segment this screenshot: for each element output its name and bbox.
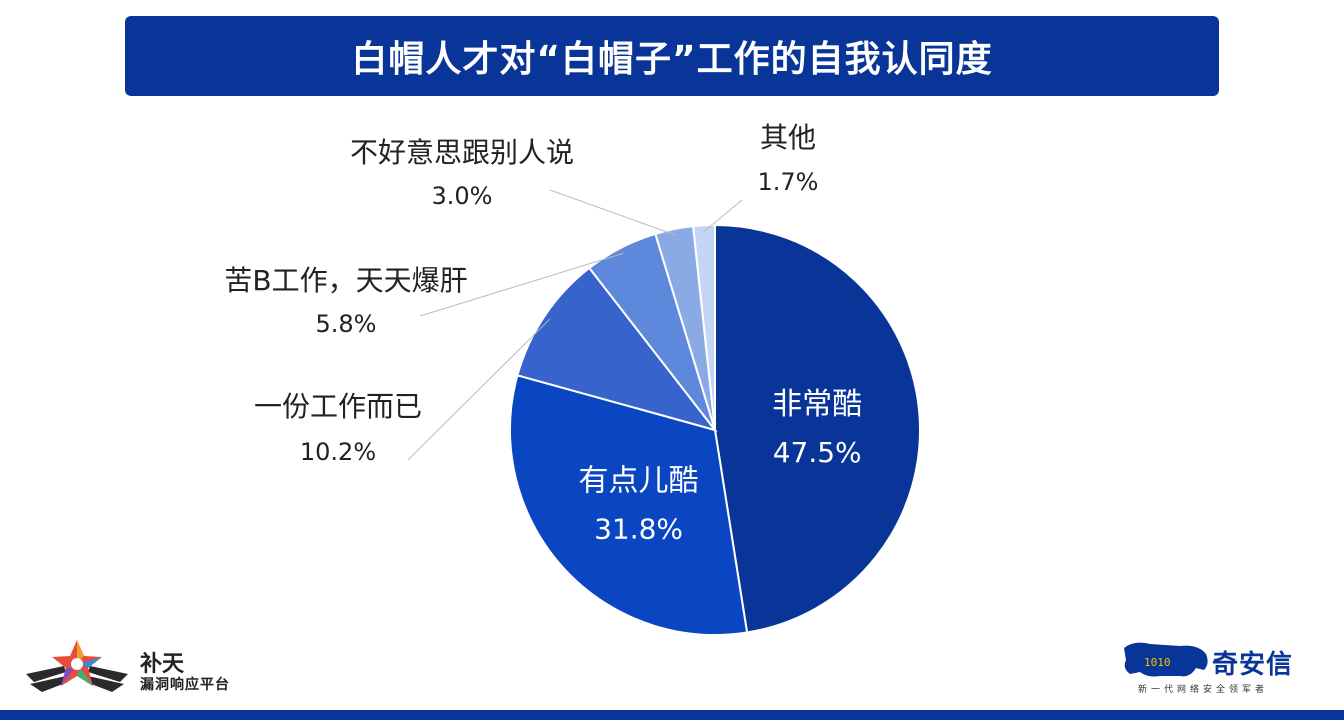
leader-line: [419, 252, 624, 317]
leader-line: [704, 199, 743, 232]
qianxin-logo: 1010 奇安信 新一代网络安全领军者: [1120, 638, 1320, 702]
star-wings-logo-icon: [26, 640, 128, 692]
pie-slice: [509, 374, 749, 636]
pie-slice: [714, 223, 921, 634]
slice-label: 苦B工作，天天爆肝: [224, 264, 467, 297]
slice-value-label: 10.2%: [300, 438, 376, 466]
pie-slice: [692, 223, 716, 431]
butian-brand-name: 补天: [140, 652, 185, 677]
slice-label: 其他: [760, 121, 816, 154]
slice-label: 有点儿酷: [579, 463, 699, 498]
leopard-logo-digits: 1010: [1144, 656, 1171, 669]
slice-label: 一份工作而已: [254, 390, 422, 423]
slice-value-label: 1.7%: [758, 168, 819, 196]
bottom-stripe: [0, 710, 1344, 720]
qianxin-brand-name: 奇安信: [1212, 650, 1294, 680]
leopard-logo-icon: 1010: [1124, 642, 1208, 677]
slice-value-label: 47.5%: [773, 436, 862, 469]
slice-value-label: 5.8%: [316, 310, 377, 338]
leader-line: [549, 189, 676, 236]
butian-brand-subtitle: 漏洞响应平台: [140, 677, 230, 693]
slice-value-label: 31.8%: [594, 512, 683, 545]
slice-label: 非常酷: [772, 387, 862, 422]
leader-line: [407, 318, 551, 461]
pie-slice: [516, 266, 718, 432]
butian-logo: 补天 漏洞响应平台: [22, 636, 262, 700]
slice-label: 不好意思跟别人说: [350, 136, 574, 169]
slide-title-bar: 白帽人才对“白帽子”工作的自我认同度: [125, 16, 1219, 96]
slice-value-label: 3.0%: [432, 182, 493, 210]
slide-title: 白帽人才对“白帽子”工作的自我认同度: [351, 39, 993, 80]
qianxin-brand-slogan: 新一代网络安全领军者: [1138, 685, 1269, 695]
